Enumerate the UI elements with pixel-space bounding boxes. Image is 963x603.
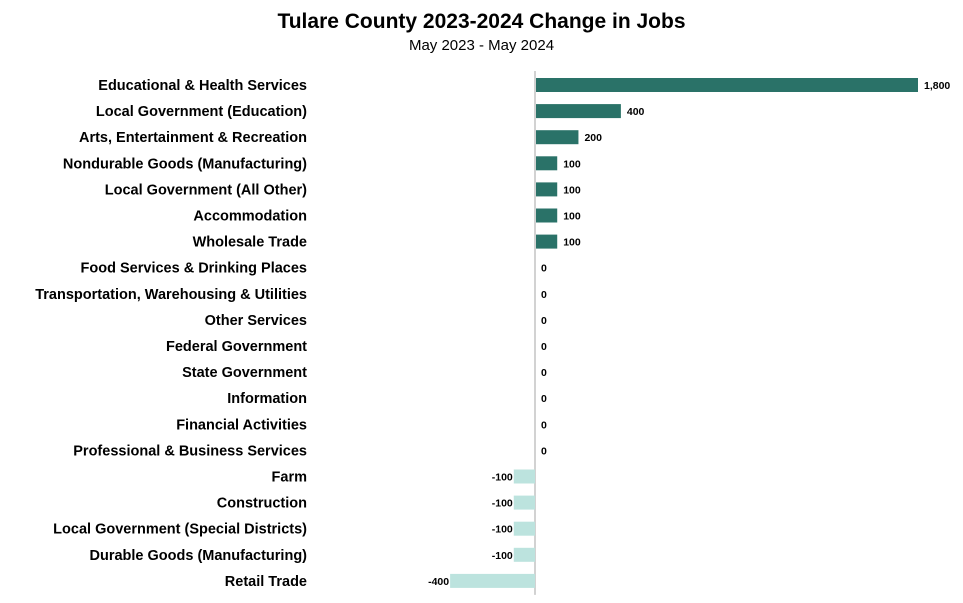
data-label: 0	[541, 445, 547, 457]
category-label: Financial Activities	[176, 417, 307, 433]
bar	[536, 234, 558, 249]
data-label: 1,800	[924, 80, 950, 92]
category-label: Retail Trade	[225, 574, 307, 590]
data-label: 0	[541, 393, 547, 405]
category-label: Other Services	[205, 313, 307, 329]
bar	[536, 78, 918, 92]
bar	[536, 182, 558, 197]
data-label: 0	[541, 419, 547, 431]
category-label: Local Government (Education)	[96, 104, 307, 120]
category-label: State Government	[182, 365, 307, 381]
category-label: Construction	[217, 496, 307, 512]
chart-subtitle: May 2023 - May 2024	[408, 37, 555, 54]
category-label: Federal Government	[166, 339, 307, 355]
bar	[536, 104, 621, 119]
category-label: Farm	[272, 470, 307, 486]
data-label: 100	[563, 237, 581, 249]
category-label: Professional & Business Services	[73, 443, 307, 459]
data-label: 0	[541, 289, 547, 301]
data-label: 100	[563, 211, 581, 223]
data-label: 0	[541, 341, 547, 353]
data-label: 0	[541, 315, 547, 327]
data-label: -100	[492, 550, 513, 562]
data-label: 400	[627, 106, 645, 118]
data-label: -100	[492, 498, 513, 510]
category-label: Wholesale Trade	[193, 235, 307, 251]
data-label: 200	[584, 132, 602, 144]
bar	[513, 547, 535, 562]
bar	[536, 208, 558, 223]
bar	[513, 469, 535, 484]
bar	[450, 573, 535, 588]
category-label: Educational & Health Services	[98, 78, 307, 94]
category-label: Arts, Entertainment & Recreation	[79, 130, 307, 146]
bar	[536, 130, 579, 145]
bar	[536, 156, 558, 171]
category-label: Durable Goods (Manufacturing)	[90, 548, 308, 564]
data-label: -100	[492, 524, 513, 536]
category-label: Transportation, Warehousing & Utilities	[35, 287, 307, 303]
category-label: Information	[227, 391, 307, 407]
data-label: 100	[563, 184, 581, 196]
category-label: Local Government (All Other)	[105, 182, 307, 198]
data-label: 0	[541, 367, 547, 379]
data-label: 0	[541, 263, 547, 275]
data-label: 100	[563, 158, 581, 170]
category-label: Local Government (Special Districts)	[53, 522, 307, 538]
category-label: Accommodation	[193, 209, 307, 225]
category-label: Food Services & Drinking Places	[81, 261, 307, 277]
chart-title: Tulare County 2023-2024 Change in Jobs	[277, 10, 686, 33]
bar	[513, 495, 535, 510]
data-label: -400	[428, 576, 449, 588]
category-label: Nondurable Goods (Manufacturing)	[63, 156, 307, 172]
bar	[513, 521, 535, 536]
data-label: -100	[492, 472, 513, 484]
